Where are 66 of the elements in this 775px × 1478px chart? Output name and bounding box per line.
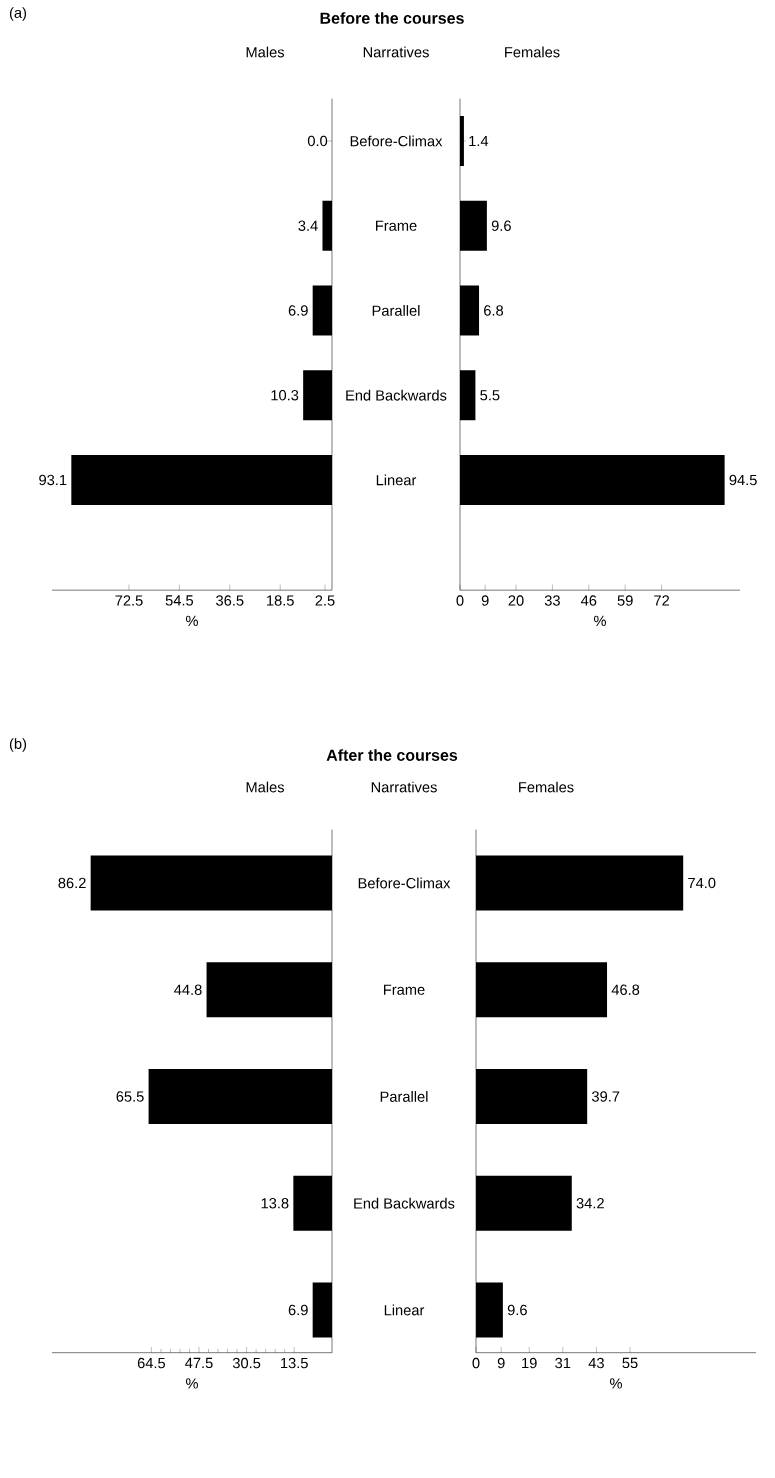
y-tick-label: End Backwards bbox=[354, 1197, 455, 1209]
y-tick-label: Frame bbox=[376, 220, 417, 231]
y-tick-label: End Backwards bbox=[346, 389, 447, 401]
x-tick-label: 2.5 bbox=[315, 595, 335, 606]
x-tick-label: 0 bbox=[472, 1357, 480, 1369]
x-tick-label: 13.5 bbox=[281, 1357, 308, 1369]
data-label: 94.5 bbox=[729, 474, 757, 486]
x-tick-label: 9 bbox=[497, 1357, 505, 1369]
data-label: 6.8 bbox=[484, 305, 504, 316]
x-tick-label: 43 bbox=[588, 1357, 604, 1369]
x-axis-title: % bbox=[186, 615, 198, 626]
data-label: 9.6 bbox=[491, 220, 511, 231]
x-tick-label: 19 bbox=[522, 1357, 537, 1369]
data-label: 65.5 bbox=[116, 1091, 144, 1102]
chart-subtitle: Females bbox=[519, 781, 574, 793]
x-axis-title: % bbox=[594, 615, 606, 626]
data-label: 74.0 bbox=[688, 877, 716, 889]
chart-subtitle: Males bbox=[246, 46, 285, 58]
data-label: 0.0 bbox=[307, 135, 328, 147]
x-tick-label: 31 bbox=[555, 1357, 571, 1369]
x-tick-label: 20 bbox=[508, 595, 524, 606]
x-tick-label: 72 bbox=[654, 595, 670, 606]
data-label: 34.2 bbox=[576, 1198, 604, 1209]
data-label: 86.2 bbox=[58, 877, 86, 889]
data-label: 5.5 bbox=[480, 390, 500, 401]
y-tick-label: Before-Climax bbox=[350, 135, 443, 147]
x-tick-label: 54.5 bbox=[165, 595, 194, 606]
y-tick-label: Parallel bbox=[380, 1091, 428, 1102]
data-label: 13.8 bbox=[261, 1198, 289, 1209]
chart-subtitle: Females bbox=[505, 46, 560, 58]
x-tick-label: 64.5 bbox=[137, 1357, 166, 1369]
data-label: 44.8 bbox=[174, 984, 202, 995]
text: Before the courses bbox=[320, 12, 464, 24]
text: (a) bbox=[9, 7, 27, 21]
x-tick-label: 30.5 bbox=[232, 1357, 261, 1369]
x-tick-label: 46 bbox=[580, 595, 597, 606]
text: (b) bbox=[9, 738, 27, 752]
x-tick-label: 9 bbox=[481, 595, 489, 606]
y-axis-title: Narratives bbox=[371, 781, 437, 793]
data-label: 46.8 bbox=[611, 984, 640, 995]
x-tick-label: 55 bbox=[622, 1357, 638, 1369]
text: After the courses bbox=[326, 749, 458, 761]
data-label: 9.6 bbox=[507, 1304, 527, 1316]
data-label: 93.1 bbox=[39, 474, 67, 486]
data-label: 6.9 bbox=[288, 305, 308, 316]
data-label: 10.3 bbox=[271, 390, 299, 401]
data-label: 39.7 bbox=[592, 1091, 620, 1102]
y-tick-label: Linear bbox=[376, 474, 417, 486]
x-tick-label: 18.5 bbox=[267, 595, 294, 606]
y-tick-label: Parallel bbox=[372, 305, 420, 316]
y-tick-label: Linear bbox=[384, 1304, 425, 1316]
data-label: 1.4 bbox=[469, 135, 489, 147]
y-axis-title: Narratives bbox=[363, 46, 429, 58]
x-axis-title: % bbox=[610, 1378, 622, 1389]
chart-subtitle: Males bbox=[246, 781, 285, 793]
x-tick-label: 72.5 bbox=[115, 595, 143, 606]
data-label: 6.9 bbox=[288, 1304, 308, 1316]
x-tick-label: 59 bbox=[617, 595, 633, 606]
x-tick-label: 36.5 bbox=[216, 595, 244, 606]
x-tick-label: 33 bbox=[544, 595, 560, 606]
x-tick-label: 0 bbox=[456, 595, 464, 606]
data-label: 3.4 bbox=[298, 220, 318, 231]
x-tick-label: 47.5 bbox=[185, 1357, 213, 1369]
y-tick-label: Before-Climax bbox=[358, 877, 451, 889]
y-tick-label: Frame bbox=[384, 984, 425, 995]
x-axis-title: % bbox=[186, 1378, 198, 1389]
